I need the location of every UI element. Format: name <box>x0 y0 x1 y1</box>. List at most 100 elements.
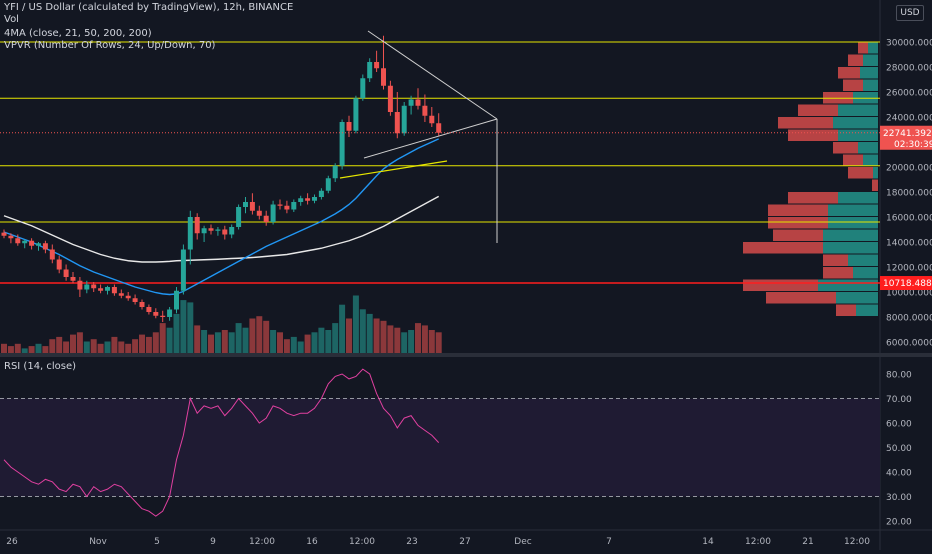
candle-body <box>415 99 421 106</box>
vp-row-down <box>766 292 836 304</box>
vp-row-up <box>856 304 878 316</box>
triangle-lower-line <box>363 118 498 159</box>
candle-body <box>153 312 159 316</box>
volume-bar <box>97 343 104 353</box>
volume-bar <box>166 327 173 353</box>
support-price-label: 10718.48847 <box>883 279 932 289</box>
rsi-line <box>3 368 440 517</box>
volume-bar <box>35 343 42 353</box>
vp-row-up <box>836 292 878 304</box>
volume-bar <box>263 320 270 353</box>
vp-row-up <box>838 104 878 116</box>
volume-bar <box>194 325 201 353</box>
ma-legend[interactable]: 4MA (close, 21, 50, 200, 200) <box>4 28 152 39</box>
candle-body <box>132 298 138 302</box>
time-tick-label: 16 <box>306 537 318 547</box>
candle-body <box>436 123 442 133</box>
vp-row-down <box>788 192 838 204</box>
candle-body <box>105 287 110 291</box>
candle-body <box>236 207 242 227</box>
volume-bar <box>125 343 132 353</box>
candle-body <box>91 284 97 289</box>
rsi-legend[interactable]: RSI (14, close) <box>4 361 77 372</box>
rsi-tick-label: 80.00 <box>886 371 912 381</box>
symbol-title: YFI / US Dollar (calculated by TradingVi… <box>4 2 294 13</box>
vpvr-legend[interactable]: VPVR (Number Of Rows, 24, Up/Down, 70) <box>4 40 216 51</box>
volume-bar <box>83 341 90 353</box>
volume-bar <box>290 336 297 353</box>
volume-bar <box>228 332 235 353</box>
candle-body <box>284 205 290 210</box>
volume-bar <box>187 302 194 353</box>
time-tick-label: 12:00 <box>745 537 771 547</box>
vp-row-down <box>743 279 818 291</box>
vp-row-down <box>798 104 838 116</box>
vp-row-up <box>873 167 878 179</box>
volume-bar <box>380 320 387 353</box>
vp-row-down <box>823 254 848 266</box>
candle-body <box>29 240 35 246</box>
last-price-tag <box>880 125 932 150</box>
rsi-tick-label: 70.00 <box>886 395 912 405</box>
vp-row-down <box>858 42 868 54</box>
candle-body <box>70 277 76 281</box>
candle-body <box>339 122 345 166</box>
candle-body <box>346 122 352 131</box>
candle-body <box>118 293 124 296</box>
vp-row-down <box>768 204 828 216</box>
volume-bar <box>304 334 311 353</box>
candle-body <box>208 228 214 231</box>
vp-row-down <box>848 167 873 179</box>
volume-bar <box>373 318 380 353</box>
price-tick-label: 26000.000000 <box>886 89 932 99</box>
vp-row-up <box>863 79 878 91</box>
volume-legend: Vol <box>4 14 19 25</box>
candle-body <box>77 280 83 290</box>
candle-body <box>312 197 317 201</box>
volume-bar <box>76 332 83 353</box>
yellow-trendline <box>339 160 448 179</box>
volume-bar <box>201 330 208 353</box>
vp-row-down <box>823 267 853 279</box>
vp-row-up <box>828 204 878 216</box>
candle-body <box>98 288 104 291</box>
volume-bar <box>235 323 242 353</box>
candle-body <box>63 269 69 277</box>
candle-body <box>174 290 179 310</box>
candle-body <box>353 98 359 131</box>
vp-row-down <box>768 217 828 229</box>
time-tick-label: Dec <box>514 537 531 547</box>
price-tick-label: 28000.000000 <box>886 64 932 74</box>
rsi-tick-label: 40.00 <box>886 469 912 479</box>
candle-body <box>139 302 145 307</box>
candle-body <box>270 204 276 222</box>
candle-body <box>36 243 41 246</box>
price-tick-label: 8000.000000 <box>886 314 932 324</box>
vp-row-up <box>848 254 878 266</box>
vp-row-up <box>818 279 878 291</box>
candle-body <box>325 178 331 191</box>
vp-row-down <box>743 242 823 254</box>
vp-row-up <box>838 192 878 204</box>
candle-body <box>1 232 7 236</box>
vp-row-down <box>848 54 863 66</box>
candle-body <box>167 309 173 317</box>
candle-body <box>194 217 200 234</box>
volume-bar <box>139 334 145 353</box>
candle-body <box>229 227 235 235</box>
volume-bar <box>366 313 373 353</box>
vp-row-up <box>853 267 878 279</box>
candle-body <box>360 78 366 99</box>
volume-bar <box>332 323 339 353</box>
candle-body <box>125 295 131 299</box>
volume-bar <box>359 309 366 353</box>
vp-row-down <box>773 229 823 241</box>
volume-bar <box>145 336 152 353</box>
currency-button[interactable]: USD <box>896 5 924 21</box>
volume-bar <box>297 341 304 353</box>
volume-bar <box>283 339 290 353</box>
time-tick-label: Nov <box>89 537 107 547</box>
volume-bar <box>318 327 325 353</box>
